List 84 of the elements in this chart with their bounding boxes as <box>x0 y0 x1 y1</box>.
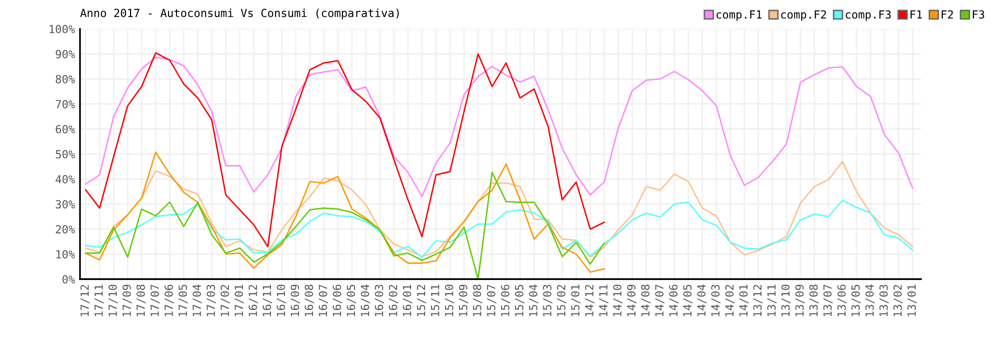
chart-title: Anno 2017 - Autoconsumi Vs Consumi (comparativa) <box>80 8 399 20</box>
x-tick-label: 15/05 <box>514 284 524 316</box>
x-tick-label: 17/07 <box>150 284 160 316</box>
x-tick-label: 14/09 <box>627 284 636 316</box>
legend-label: F2 <box>942 10 953 18</box>
x-tick-label: 16/09 <box>290 284 300 316</box>
legend-label: comp.F3 <box>846 10 891 21</box>
x-tick-label: 15/08 <box>472 284 482 316</box>
x-tick-label: 15/01 <box>571 284 580 316</box>
x-tick-label: 16/03 <box>374 284 384 316</box>
x-tick-label: 14/01 <box>739 284 749 316</box>
x-tick-label: 13/04 <box>865 284 875 316</box>
x-tick-label: 15/04 <box>528 284 538 316</box>
x-tick-label: 14/11 <box>599 284 608 316</box>
y-tick-label: 10% <box>56 250 75 259</box>
x-tick-label: 15/10 <box>444 284 454 316</box>
x-tick-label: 17/05 <box>178 284 188 316</box>
legend-label: comp.F1 <box>716 10 762 21</box>
x-tick-label: 13/05 <box>851 284 861 316</box>
y-tick-label: 40% <box>56 175 75 184</box>
x-tick-label: 16/01 <box>402 284 412 316</box>
x-tick-label: 16/12 <box>248 284 258 316</box>
x-tick-label: 17/06 <box>164 284 174 316</box>
line-series <box>84 52 605 248</box>
x-tick-label: 17/12 <box>80 284 90 316</box>
legend-label: F1 <box>910 10 922 18</box>
x-tick-label: 14/12 <box>585 284 594 316</box>
x-tick-label: 13/01 <box>907 284 917 316</box>
x-tick-label: 14/08 <box>641 284 650 316</box>
x-tick-label: 16/06 <box>332 284 342 316</box>
x-tick-label: 13/08 <box>809 284 819 316</box>
x-tick-label: 13/09 <box>795 284 805 316</box>
x-tick-label: 13/12 <box>753 284 763 316</box>
x-tick-label: 13/02 <box>893 284 903 316</box>
y-tick-label: 20% <box>56 225 75 234</box>
x-tick-label: 15/07 <box>486 284 496 316</box>
x-tick-label: 13/11 <box>767 284 777 316</box>
y-tick-label: 0% <box>62 275 75 284</box>
x-tick-label: 15/02 <box>557 284 566 316</box>
legend-label: comp.F2 <box>781 10 826 21</box>
x-tick-label: 15/03 <box>543 284 552 316</box>
x-tick-label: 15/12 <box>416 284 426 316</box>
x-tick-label: 17/08 <box>136 284 146 316</box>
x-tick-label: 14/02 <box>725 284 734 316</box>
x-tick-label: 13/03 <box>879 284 889 316</box>
x-tick-label: 16/04 <box>360 284 370 316</box>
x-tick-label: 14/03 <box>711 284 720 316</box>
y-tick-label: 100% <box>50 24 75 34</box>
line-series <box>84 56 914 198</box>
x-tick-label: 13/06 <box>837 284 847 316</box>
x-tick-label: 13/07 <box>823 284 833 316</box>
x-tick-label: 17/02 <box>220 284 230 316</box>
x-tick-label: 16/10 <box>276 284 286 316</box>
x-tick-label: 17/01 <box>234 284 244 316</box>
line-series <box>84 160 914 258</box>
y-tick-label: 70% <box>56 100 75 108</box>
x-tick-label: 16/07 <box>318 284 328 316</box>
x-tick-label: 15/09 <box>458 284 468 316</box>
line-series <box>84 172 605 280</box>
x-tick-label: 14/04 <box>697 284 706 316</box>
legend-label: F3 <box>972 10 984 19</box>
y-tick-label: 90% <box>56 50 75 58</box>
x-tick-label: 16/05 <box>346 284 356 316</box>
x-tick-label: 14/07 <box>655 284 664 316</box>
x-tick-label: 13/10 <box>781 284 791 316</box>
x-tick-label: 17/11 <box>94 284 104 316</box>
y-tick-label: 30% <box>56 200 75 208</box>
line-series <box>84 200 914 258</box>
x-tick-label: 14/05 <box>683 284 692 316</box>
line-series <box>84 152 605 273</box>
x-tick-label: 14/06 <box>669 284 678 316</box>
x-tick-label: 16/11 <box>262 284 272 316</box>
y-tick-label: 50% <box>56 150 75 158</box>
x-tick-label: 16/02 <box>388 284 398 316</box>
x-tick-label: 16/08 <box>304 284 314 316</box>
x-tick-label: 17/04 <box>192 284 202 316</box>
x-tick-label: 14/10 <box>613 284 622 316</box>
x-tick-label: 17/10 <box>108 284 118 316</box>
y-tick-label: 80% <box>56 74 75 84</box>
x-tick-label: 17/09 <box>122 284 132 316</box>
x-tick-label: 15/06 <box>500 284 510 316</box>
x-tick-label: 15/11 <box>431 284 440 316</box>
x-tick-label: 17/03 <box>206 284 216 316</box>
y-tick-label: 60% <box>56 125 75 134</box>
